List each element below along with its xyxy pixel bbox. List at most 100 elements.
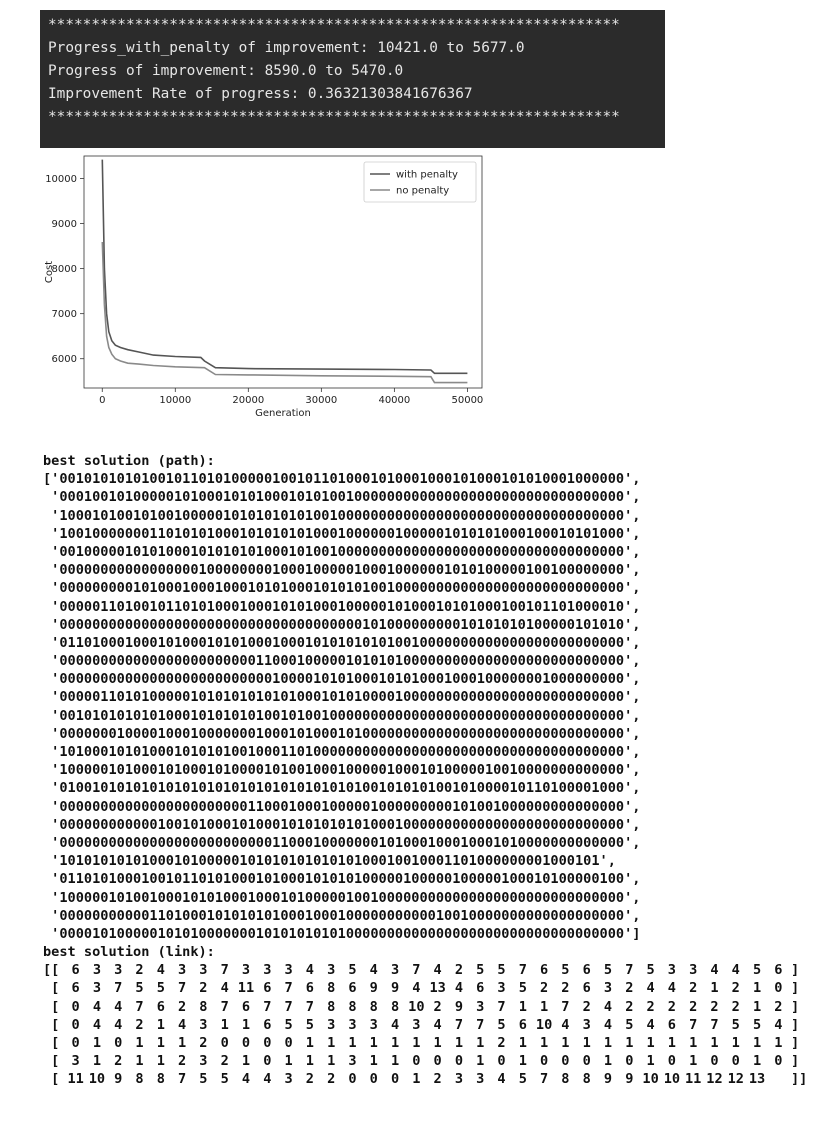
link-cell: 4 xyxy=(156,962,165,979)
link-cell: 3 xyxy=(497,980,506,997)
link-cell: 3 xyxy=(348,1053,357,1070)
link-cell: 2 xyxy=(220,1053,229,1070)
path-line: '000000000101000100010001010100010101010… xyxy=(43,580,641,597)
link-cell: 1 xyxy=(178,1035,187,1051)
cost-chart: 0 10000 20000 30000 40000 50000 6000 7000 8000 90… xyxy=(40,148,500,440)
link-cell: 11 xyxy=(237,980,255,997)
link-cell: 5 xyxy=(752,962,762,979)
link-cell: 5 xyxy=(476,962,485,979)
link-cell: 1 xyxy=(305,1053,314,1070)
link-cell: 6 xyxy=(667,1016,676,1033)
link-cell: 1 xyxy=(305,1035,314,1051)
link-cell: 1 xyxy=(603,1035,613,1051)
link-cell: 4 xyxy=(603,1016,613,1033)
link-row-cells: 11 10 9 8 8 7 5 5 4 4 3 2 2 0 0 0 1 2 3 3 4 5 7 8 8 9 9 10 10 11 12 12 1… xyxy=(65,1070,789,1088)
path-line: '100000101000101000101000010100100010000… xyxy=(43,762,641,779)
link-cell: 4 xyxy=(390,1016,400,1033)
link-cell: 9 xyxy=(114,1071,123,1088)
link-cell: 10 xyxy=(535,1016,553,1033)
link-row: [0 1 0 1 1 1 2 0 0 0 0 1 1 1 1 1 1 1 1 1 2 1 1 1 1 1 1 1 1 1 1 1 1 1] xyxy=(43,1034,813,1052)
link-cell: 1 xyxy=(689,1035,698,1051)
link-cell: 4 xyxy=(220,980,229,997)
link-cell: 4 xyxy=(241,1071,251,1088)
link-cell: 7 xyxy=(497,998,506,1015)
path-list: ['00101010101001011010100000100101101000… xyxy=(43,470,813,943)
link-cell: 4 xyxy=(646,1016,655,1033)
link-cell: 0 xyxy=(263,1035,272,1051)
link-cell: 1 xyxy=(327,1053,336,1070)
link-cell: 0 xyxy=(241,1035,251,1051)
x-axis-label: Generation xyxy=(255,408,311,419)
link-cell: 3 xyxy=(178,962,187,979)
link-cell: 7 xyxy=(625,962,634,979)
link-cell: 0 xyxy=(71,1016,80,1033)
link-cell: 1 xyxy=(667,1035,676,1051)
link-cell: 6 xyxy=(582,962,591,979)
path-line: '000000000000000000000000001000010101000… xyxy=(43,671,641,688)
link-cell: 1 xyxy=(135,1053,144,1070)
link-cell: 2 xyxy=(540,980,549,997)
path-line: '000000000000000000000001100010001000001… xyxy=(43,798,641,815)
link-cell: 2 xyxy=(433,1071,442,1088)
path-line: '100000101001000101010001000101000001001… xyxy=(43,889,641,906)
link-cell: 3 xyxy=(327,1016,336,1033)
link-cell: 2 xyxy=(305,1071,314,1088)
link-cell: 0 xyxy=(454,1053,464,1070)
link-cell: 0 xyxy=(625,1053,634,1070)
link-row-close-bracket: ] xyxy=(791,980,800,997)
link-row-open-bracket: [ xyxy=(43,1071,60,1088)
link-cell: 4 xyxy=(603,998,613,1015)
link-cell: 3 xyxy=(348,1016,357,1033)
link-cell: 7 xyxy=(454,1016,464,1033)
series-line-with-penalty xyxy=(101,159,468,375)
link-cell: 1 xyxy=(241,1053,251,1070)
link-cell: 1 xyxy=(752,1035,762,1051)
link-cell: 0 xyxy=(263,1053,272,1070)
link-cell: 2 xyxy=(646,998,655,1015)
link-cell: 1 xyxy=(284,1053,293,1070)
x-tick-label: 20000 xyxy=(232,395,264,406)
link-cell: 3 xyxy=(689,962,698,979)
link-cell: 5 xyxy=(156,980,165,997)
link-cell: 6 xyxy=(156,998,165,1015)
link-cell: 3 xyxy=(369,1016,378,1033)
link-cell: 6 xyxy=(241,998,251,1015)
link-cell: 3 xyxy=(92,980,102,997)
link-cell: 6 xyxy=(476,980,485,997)
path-line: ['00101010101001011010100000100101101000… xyxy=(43,471,641,488)
link-cell: 5 xyxy=(625,1016,634,1033)
link-cell: 2 xyxy=(178,1053,187,1070)
link-cell: 1 xyxy=(327,1035,336,1051)
link-matrix: [[6 3 3 2 4 3 3 7 3 3 3 4 3 5 4 3 7 4 2 5 5 7 6 5 6 5 7 5 3 3 4 4 5 6] [6… xyxy=(43,961,813,1088)
link-cell: 6 xyxy=(518,1016,527,1033)
link-cell: 6 xyxy=(71,980,80,997)
link-cell: 2 xyxy=(497,1035,506,1051)
link-cell: 1 xyxy=(412,1071,421,1088)
link-cell: 1 xyxy=(390,1053,400,1070)
link-cell: 3 xyxy=(92,962,102,979)
link-cell: 6 xyxy=(263,1016,272,1033)
link-cell: 4 xyxy=(561,1016,570,1033)
link-cell: 0 xyxy=(497,1053,506,1070)
link-cell: 1 xyxy=(561,1035,570,1051)
path-line: '000001101001011010100010001010100010000… xyxy=(43,598,641,615)
link-cell: 1 xyxy=(412,1035,421,1051)
link-cell: 0 xyxy=(667,1053,676,1070)
path-line: '011010100010010110101000101000101010100… xyxy=(43,871,641,888)
link-cell: 0 xyxy=(774,980,783,997)
link-cell: 3 xyxy=(582,1016,591,1033)
link-cell: 3 xyxy=(327,962,336,979)
link-cell: 10 xyxy=(663,1071,681,1088)
link-cell: 5 xyxy=(284,1016,293,1033)
link-cell: 7 xyxy=(220,998,229,1015)
link-cell: 3 xyxy=(114,962,123,979)
link-row-cells: 6 3 7 5 5 7 2 4 11 6 7 6 8 6 9 9 4 13 4 6 3 5 2 2 6 3 2 4 4 2 1 2 1 0 xyxy=(65,979,789,997)
link-cell: 2 xyxy=(135,1016,144,1033)
path-line: '011010001000101000101010001000101010101… xyxy=(43,634,641,651)
link-cell: 7 xyxy=(178,980,187,997)
link-cell: 1 xyxy=(135,1035,144,1051)
y-tick-label: 8000 xyxy=(52,264,77,275)
y-tick-label: 9000 xyxy=(52,219,77,230)
link-cell: 9 xyxy=(454,998,464,1015)
